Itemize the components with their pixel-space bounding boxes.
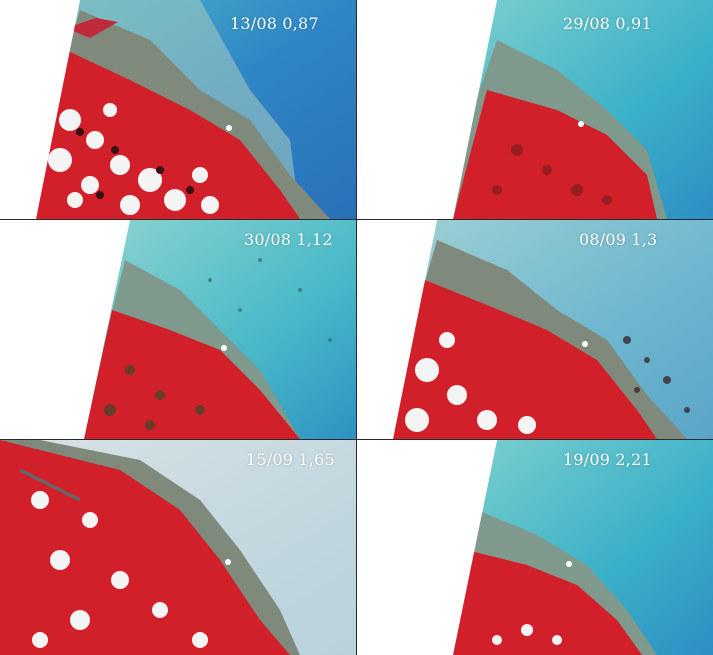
panel-label-1: 13/08 0,87 xyxy=(230,14,319,33)
satellite-image-5 xyxy=(0,440,356,655)
satellite-image-4 xyxy=(357,220,713,439)
satellite-panel-3: 30/08 1,12 xyxy=(0,220,356,439)
panel-label-3: 30/08 1,12 xyxy=(244,230,333,249)
satellite-panel-6: 19/09 2,21 xyxy=(357,440,713,655)
panel-label-6: 19/09 2,21 xyxy=(563,450,652,469)
satellite-panel-1: 13/08 0,87 xyxy=(0,0,356,219)
panel-label-5: 15/09 1,65 xyxy=(246,450,335,469)
panel-label-4: 08/09 1,3 xyxy=(579,230,658,249)
satellite-image-3 xyxy=(0,220,356,439)
divider-vertical xyxy=(356,0,357,655)
satellite-panel-4: 08/09 1,3 xyxy=(357,220,713,439)
satellite-panel-5: 15/09 1,65 xyxy=(0,440,356,655)
satellite-image-6 xyxy=(357,440,713,655)
satellite-panel-2: 29/08 0,91 xyxy=(357,0,713,219)
satellite-image-2 xyxy=(357,0,713,219)
satellite-image-1 xyxy=(0,0,356,219)
panel-label-2: 29/08 0,91 xyxy=(563,14,652,33)
